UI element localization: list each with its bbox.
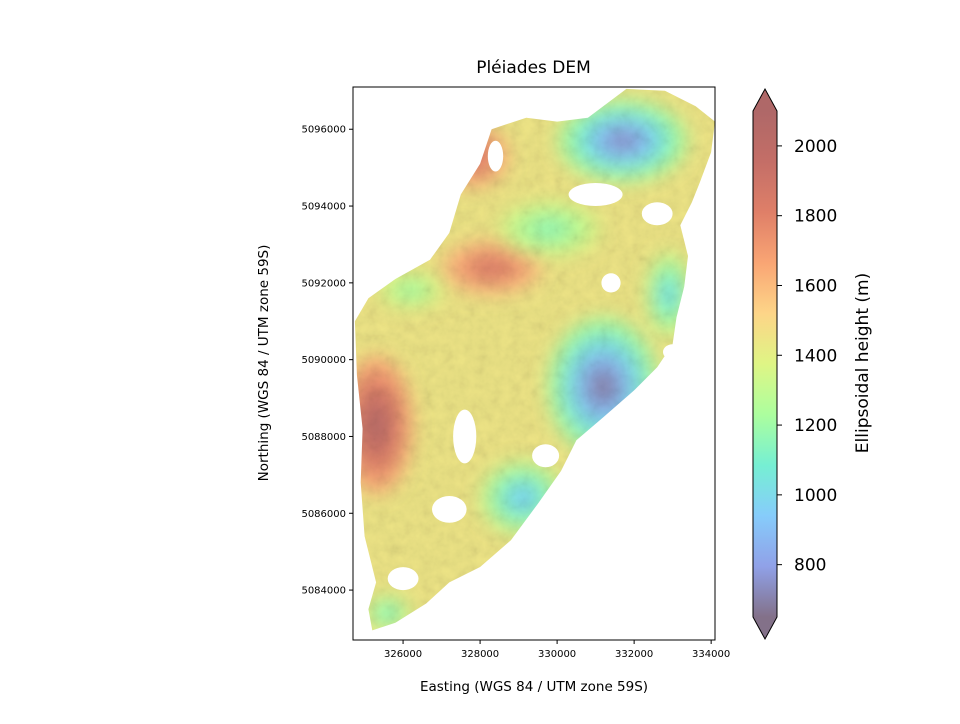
y-tick-label: 5090000 [301, 355, 346, 366]
nodata-region [532, 444, 560, 468]
colorbar-extend-top [753, 89, 777, 111]
dem-raster [354, 88, 715, 631]
chart-title: Pléiades DEM [476, 58, 591, 78]
nodata-region [568, 183, 623, 206]
colorbar-body [753, 111, 777, 617]
x-tick-label: 332000 [615, 649, 653, 660]
x-tick-label: 326000 [384, 649, 422, 660]
x-tick-label: 328000 [461, 649, 499, 660]
colorbar-outline [752, 87, 778, 641]
colorbar-extend-bottom [753, 617, 777, 639]
plot-frame [352, 86, 716, 641]
colorbar-tick-label: 1400 [794, 346, 837, 366]
y-tick-label: 5084000 [301, 586, 346, 597]
colorbar-tick-label: 800 [794, 556, 826, 576]
y-axis-ticks: 5084000 5086000 5088000 5090000 5092000 50940… [301, 125, 353, 597]
y-tick-label: 5092000 [301, 278, 346, 289]
x-axis-ticks: 326000 328000 330000 332000 334000 [384, 640, 730, 660]
y-axis-label: Northing (WGS 84 / UTM zone 59S) [256, 245, 272, 482]
colorbar-tick-label: 2000 [794, 137, 837, 157]
colorbar-tick-label: 1000 [794, 486, 837, 506]
nodata-region [432, 496, 467, 523]
x-tick-label: 334000 [692, 649, 730, 660]
colorbar-label: Ellipsoidal height (m) [853, 273, 873, 453]
nodata-region [663, 344, 683, 360]
x-tick-label: 330000 [538, 649, 576, 660]
nodata-region [601, 273, 621, 293]
colorbar-tick-label: 1800 [794, 207, 837, 227]
y-tick-label: 5088000 [301, 432, 346, 443]
nodata-region [453, 409, 477, 464]
colorbar: 800 1000 1200 1400 1600 1800 2000 [752, 87, 837, 641]
colorbar-tick-label: 1600 [794, 276, 837, 296]
y-tick-label: 5096000 [301, 125, 346, 136]
nodata-region [387, 567, 419, 591]
colorbar-tick-label: 1200 [794, 416, 837, 436]
hillshade-texture [354, 88, 715, 631]
elevation-zone-high-ridge-north [463, 148, 482, 165]
nodata-region [487, 140, 504, 172]
y-tick-label: 5094000 [301, 202, 346, 213]
nodata-region [641, 202, 673, 226]
x-axis-label: Easting (WGS 84 / UTM zone 59S) [420, 679, 648, 695]
y-tick-label: 5086000 [301, 509, 346, 520]
